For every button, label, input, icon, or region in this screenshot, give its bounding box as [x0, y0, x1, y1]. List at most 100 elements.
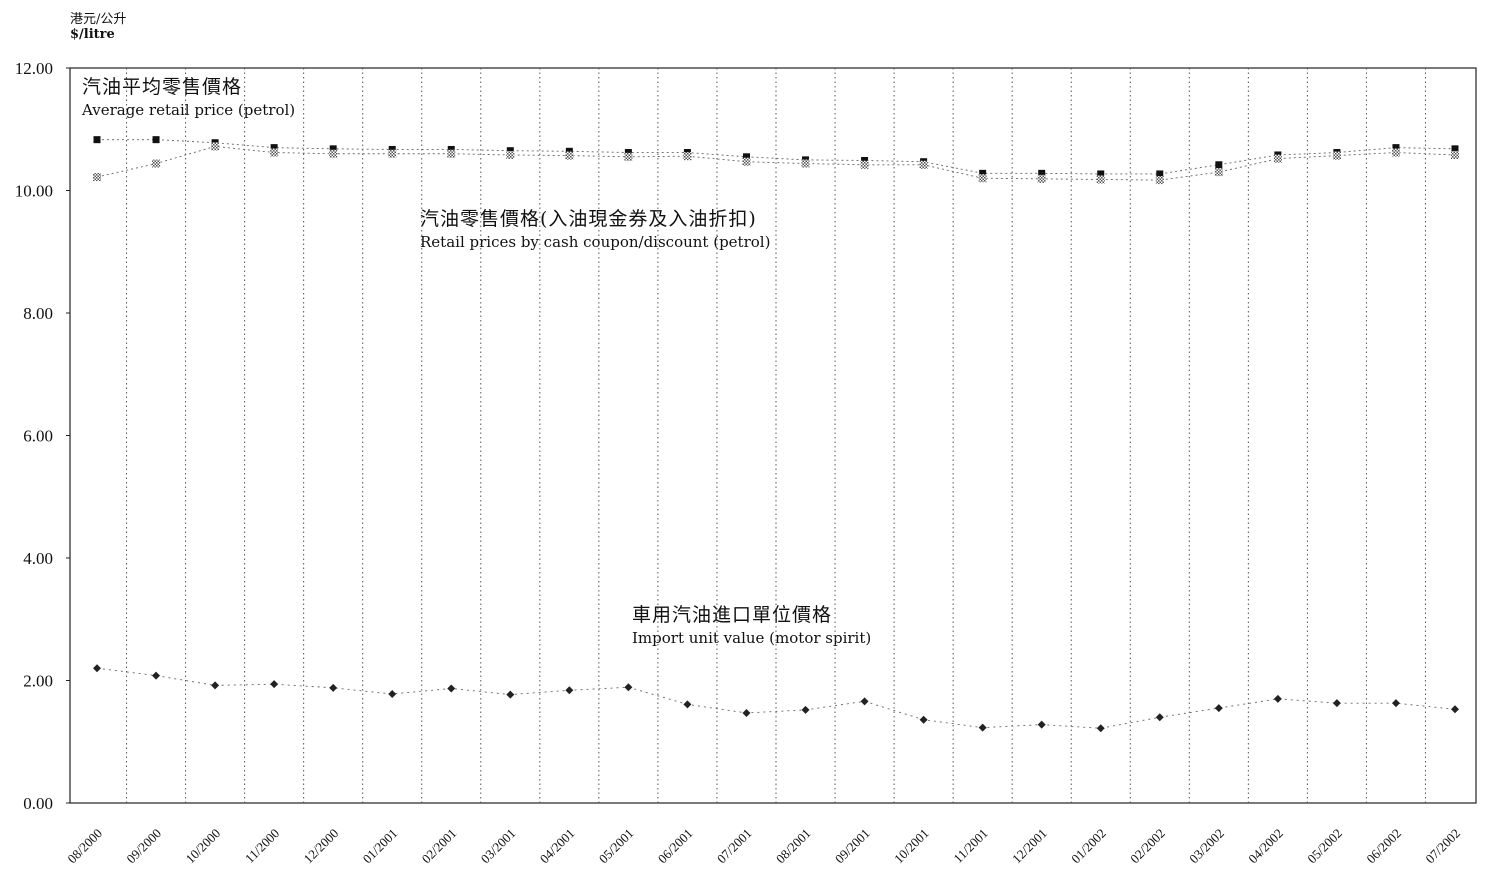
data-point — [1451, 150, 1459, 159]
data-point — [1392, 144, 1400, 152]
x-tick-label: 01/2002 — [1068, 826, 1109, 867]
x-axis-ticks: 08/2000 09/2000 10/2000 11/2000 12/2000 01/20… — [64, 826, 1463, 867]
y-tick-label: 6.00 — [23, 427, 53, 446]
data-point — [1096, 724, 1105, 733]
x-tick-label: 09/2001 — [832, 826, 873, 867]
series-1 — [93, 142, 1459, 185]
legend-label-average-retail-zh: 汽油平均零售價格 — [82, 76, 243, 98]
data-point — [152, 671, 161, 680]
legend-label-import-value-en: Import unit value (motor spirit) — [632, 629, 872, 647]
data-point — [1215, 161, 1223, 169]
data-point — [93, 173, 101, 182]
data-point — [1038, 169, 1046, 177]
legend-label-import-value-zh: 車用汽油進口單位價格 — [632, 604, 833, 626]
y-axis-unit-zh: 港元/公升 — [70, 12, 127, 27]
data-point — [624, 149, 632, 157]
data-point — [152, 136, 160, 144]
x-tick-label: 11/2001 — [950, 826, 990, 866]
x-tick-label: 07/2001 — [714, 826, 755, 867]
x-tick-label: 02/2001 — [419, 826, 460, 867]
x-tick-label: 01/2001 — [360, 826, 401, 867]
series-line — [96, 145, 1456, 181]
data-point — [1037, 174, 1046, 183]
data-point — [506, 690, 515, 699]
data-point — [152, 159, 161, 168]
data-point — [1391, 148, 1400, 157]
data-point — [978, 174, 987, 183]
data-point — [565, 151, 574, 160]
x-tick-label: 12/2000 — [301, 826, 342, 867]
data-point — [1273, 154, 1282, 163]
series-0 — [93, 136, 1459, 178]
x-tick-label: 08/2000 — [64, 826, 105, 867]
data-point — [1332, 699, 1341, 708]
x-tick-label: 03/2001 — [478, 826, 519, 867]
data-point — [1096, 175, 1105, 184]
y-axis-unit-en: $/litre — [70, 27, 115, 42]
data-point — [506, 147, 514, 155]
data-point — [742, 708, 751, 717]
x-tick-label: 06/2001 — [655, 826, 696, 867]
x-tick-label: 02/2002 — [1127, 826, 1168, 867]
legend-label-discount-retail: 汽油零售價格(入油現金券及入油折扣) Retail prices by cash… — [420, 204, 770, 251]
data-point — [624, 152, 633, 161]
data-point — [1214, 704, 1223, 713]
data-point — [1037, 720, 1046, 729]
x-tick-label: 09/2000 — [123, 826, 164, 867]
data-point — [447, 145, 455, 153]
x-tick-label: 06/2002 — [1363, 826, 1404, 867]
legend-label-average-retail-en: Average retail price (petrol) — [82, 101, 296, 119]
data-point — [388, 145, 396, 153]
data-point — [919, 715, 928, 724]
data-point — [447, 149, 456, 158]
series-line — [97, 139, 1456, 175]
series-group — [93, 136, 1459, 733]
x-tick-label: 10/2001 — [891, 826, 932, 867]
legend-label-import-value: 車用汽油進口單位價格 Import unit value (motor spir… — [632, 600, 871, 647]
data-point — [1332, 151, 1341, 160]
x-tick-label: 05/2002 — [1304, 826, 1345, 867]
data-point — [270, 144, 278, 152]
data-point — [1391, 699, 1400, 708]
plot-frame — [69, 67, 1477, 804]
data-point — [447, 684, 456, 693]
data-point — [1156, 170, 1164, 178]
y-tick-label: 12.00 — [15, 59, 53, 78]
series-line — [96, 667, 1456, 729]
data-point — [1155, 713, 1164, 722]
y-tick-label: 2.00 — [23, 672, 53, 691]
data-point — [860, 160, 869, 169]
grid-lines — [126, 68, 1426, 803]
data-point — [742, 157, 751, 166]
data-point — [388, 689, 397, 698]
data-point — [1097, 170, 1105, 178]
data-point — [1155, 176, 1164, 185]
data-point — [565, 686, 574, 695]
data-point — [919, 160, 928, 169]
data-point — [270, 148, 279, 157]
data-point — [211, 681, 220, 690]
data-point — [506, 150, 515, 159]
data-point — [270, 680, 279, 689]
data-point — [978, 723, 987, 732]
y-tick-label: 4.00 — [23, 549, 53, 568]
data-point — [861, 156, 869, 164]
x-tick-label: 11/2000 — [242, 826, 282, 866]
data-point — [742, 153, 750, 161]
data-point — [1273, 694, 1282, 703]
x-tick-label: 05/2001 — [596, 826, 637, 867]
x-tick-label: 07/2002 — [1422, 826, 1463, 867]
data-point — [1214, 168, 1223, 177]
data-point — [329, 683, 338, 692]
y-tick-label: 0.00 — [23, 794, 53, 813]
y-tick-label: 10.00 — [15, 182, 53, 201]
data-point — [329, 149, 338, 158]
x-tick-label: 04/2002 — [1245, 826, 1286, 867]
data-point — [388, 149, 397, 158]
x-tick-label: 12/2001 — [1009, 826, 1050, 867]
data-point — [683, 700, 692, 709]
data-point — [801, 159, 810, 168]
data-point — [93, 136, 101, 144]
data-point — [683, 152, 692, 161]
